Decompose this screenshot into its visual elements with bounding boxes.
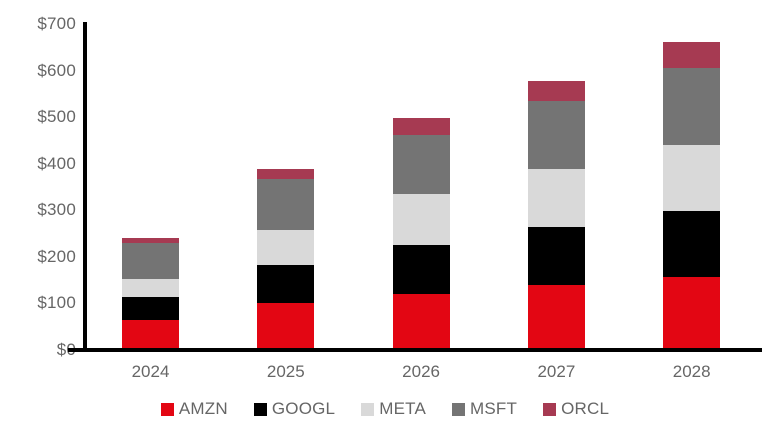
y-tick-label: $0 bbox=[56, 340, 76, 359]
y-tick-label: $300 bbox=[37, 200, 76, 220]
bar-segment-2027-MSFT bbox=[527, 100, 585, 170]
bar-segment-2027-META bbox=[527, 169, 585, 227]
legend-swatch-icon bbox=[361, 402, 375, 416]
bar-segment-2025-META bbox=[257, 230, 315, 265]
legend-label: GOOGL bbox=[271, 399, 336, 418]
bar-segment-2026-META bbox=[392, 194, 450, 246]
y-tick-label: $700 bbox=[37, 14, 76, 33]
y-tick-label: $400 bbox=[37, 153, 76, 173]
x-tick-label: 2024 bbox=[131, 362, 170, 381]
bar-segment-2024-META bbox=[122, 279, 179, 297]
bar-2024 bbox=[122, 238, 179, 348]
bar-segment-2028-AMZN bbox=[663, 276, 721, 348]
bar-2027 bbox=[527, 81, 585, 348]
bar-segment-2026-ORCL bbox=[392, 118, 450, 136]
legend-item-ORCL: ORCL bbox=[543, 399, 609, 419]
legend-label: MSFT bbox=[469, 399, 518, 418]
bar-segment-2027-AMZN bbox=[527, 285, 585, 348]
bar-segment-2025-GOOGL bbox=[257, 264, 315, 303]
bar-segment-2027-ORCL bbox=[527, 81, 585, 101]
legend-swatch-icon bbox=[543, 402, 557, 416]
bar-segment-2024-AMZN bbox=[122, 320, 179, 348]
legend-item-AMZN: AMZN bbox=[160, 399, 228, 419]
bar-2026 bbox=[392, 118, 450, 348]
bar-segment-2024-MSFT bbox=[122, 242, 179, 280]
bar-segment-2024-ORCL bbox=[122, 238, 179, 243]
bar-2025 bbox=[257, 169, 315, 348]
x-tick-label: 2028 bbox=[672, 362, 711, 381]
legend-item-META: META bbox=[361, 399, 426, 419]
legend-swatch-icon bbox=[451, 402, 465, 416]
legend-label: ORCL bbox=[561, 399, 610, 418]
bar-segment-2025-ORCL bbox=[257, 169, 315, 180]
bar-segment-2026-AMZN bbox=[392, 293, 450, 348]
y-axis: $0 $100 $200 $300 $400 $500 $600 $700 bbox=[0, 0, 76, 437]
bar-segment-2028-META bbox=[663, 144, 721, 212]
x-axis: 2024 2025 2026 2027 2028 bbox=[0, 362, 770, 386]
bar-segment-2024-GOOGL bbox=[122, 296, 179, 321]
y-tick-label: $100 bbox=[37, 293, 76, 313]
legend-label: META bbox=[379, 399, 426, 418]
legend-swatch-icon bbox=[253, 402, 267, 416]
x-tick-label: 2027 bbox=[537, 362, 576, 381]
y-axis-line bbox=[83, 22, 87, 352]
legend: AMZN GOOGL META MSFT ORCL bbox=[0, 399, 770, 419]
y-tick-label: $500 bbox=[37, 107, 76, 127]
bar-segment-2027-GOOGL bbox=[527, 226, 585, 286]
bar-segment-2028-ORCL bbox=[663, 42, 721, 68]
legend-label: AMZN bbox=[178, 399, 228, 418]
x-tick-label: 2026 bbox=[402, 362, 440, 381]
legend-item-GOOGL: GOOGL bbox=[253, 399, 336, 419]
y-tick-label: $200 bbox=[37, 246, 76, 266]
bar-segment-2025-MSFT bbox=[257, 179, 315, 231]
bar-2028 bbox=[663, 42, 721, 348]
y-tick-label: $600 bbox=[37, 60, 76, 80]
bar-segment-2026-GOOGL bbox=[392, 245, 450, 294]
legend-item-MSFT: MSFT bbox=[451, 399, 518, 419]
x-axis-line bbox=[68, 348, 762, 352]
bar-segment-2025-AMZN bbox=[257, 302, 315, 348]
bar-segment-2026-MSFT bbox=[392, 135, 450, 195]
bar-segment-2028-GOOGL bbox=[663, 211, 721, 277]
bar-segment-2028-MSFT bbox=[663, 67, 721, 145]
legend-swatch-icon bbox=[160, 402, 174, 416]
x-tick-label: 2025 bbox=[266, 362, 305, 381]
